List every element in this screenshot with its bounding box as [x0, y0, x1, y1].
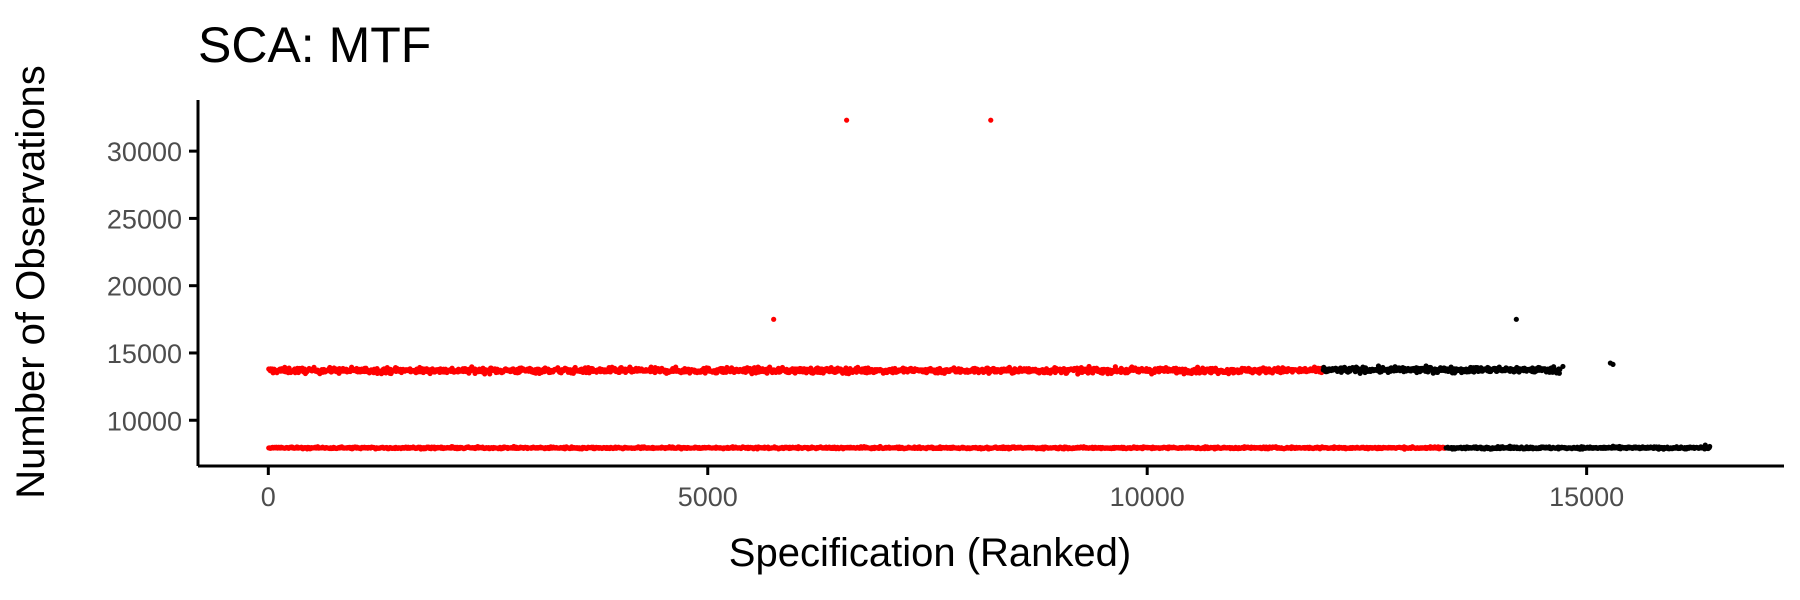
y-tick-label: 10000 [107, 406, 182, 436]
outlier-point [844, 117, 850, 123]
outlier-point [1560, 363, 1566, 370]
y-tick-label: 30000 [107, 137, 182, 167]
outlier-point [771, 316, 777, 322]
x-tick-label: 0 [261, 482, 276, 512]
x-tick-label: 5000 [678, 482, 738, 512]
outlier-point [1610, 361, 1616, 368]
plot-points [266, 117, 1713, 452]
data-point [1556, 370, 1562, 376]
x-axis-ticks: 0 5000 10000 15000 [261, 466, 1624, 512]
outlier-point [988, 117, 994, 123]
y-axis-title: Number of Observations [9, 65, 53, 499]
outlier-point [1707, 443, 1713, 450]
x-tick-label: 15000 [1549, 482, 1624, 512]
y-tick-label: 25000 [107, 204, 182, 234]
y-tick-label: 15000 [107, 339, 182, 369]
x-tick-label: 10000 [1110, 482, 1185, 512]
outlier-point [1702, 442, 1708, 448]
chart-title: SCA: MTF [198, 17, 431, 73]
outlier-point [1513, 316, 1519, 322]
y-axis-ticks: 10000 15000 20000 25000 30000 [107, 137, 198, 436]
y-tick-label: 20000 [107, 272, 182, 302]
x-axis-title: Specification (Ranked) [729, 531, 1131, 575]
